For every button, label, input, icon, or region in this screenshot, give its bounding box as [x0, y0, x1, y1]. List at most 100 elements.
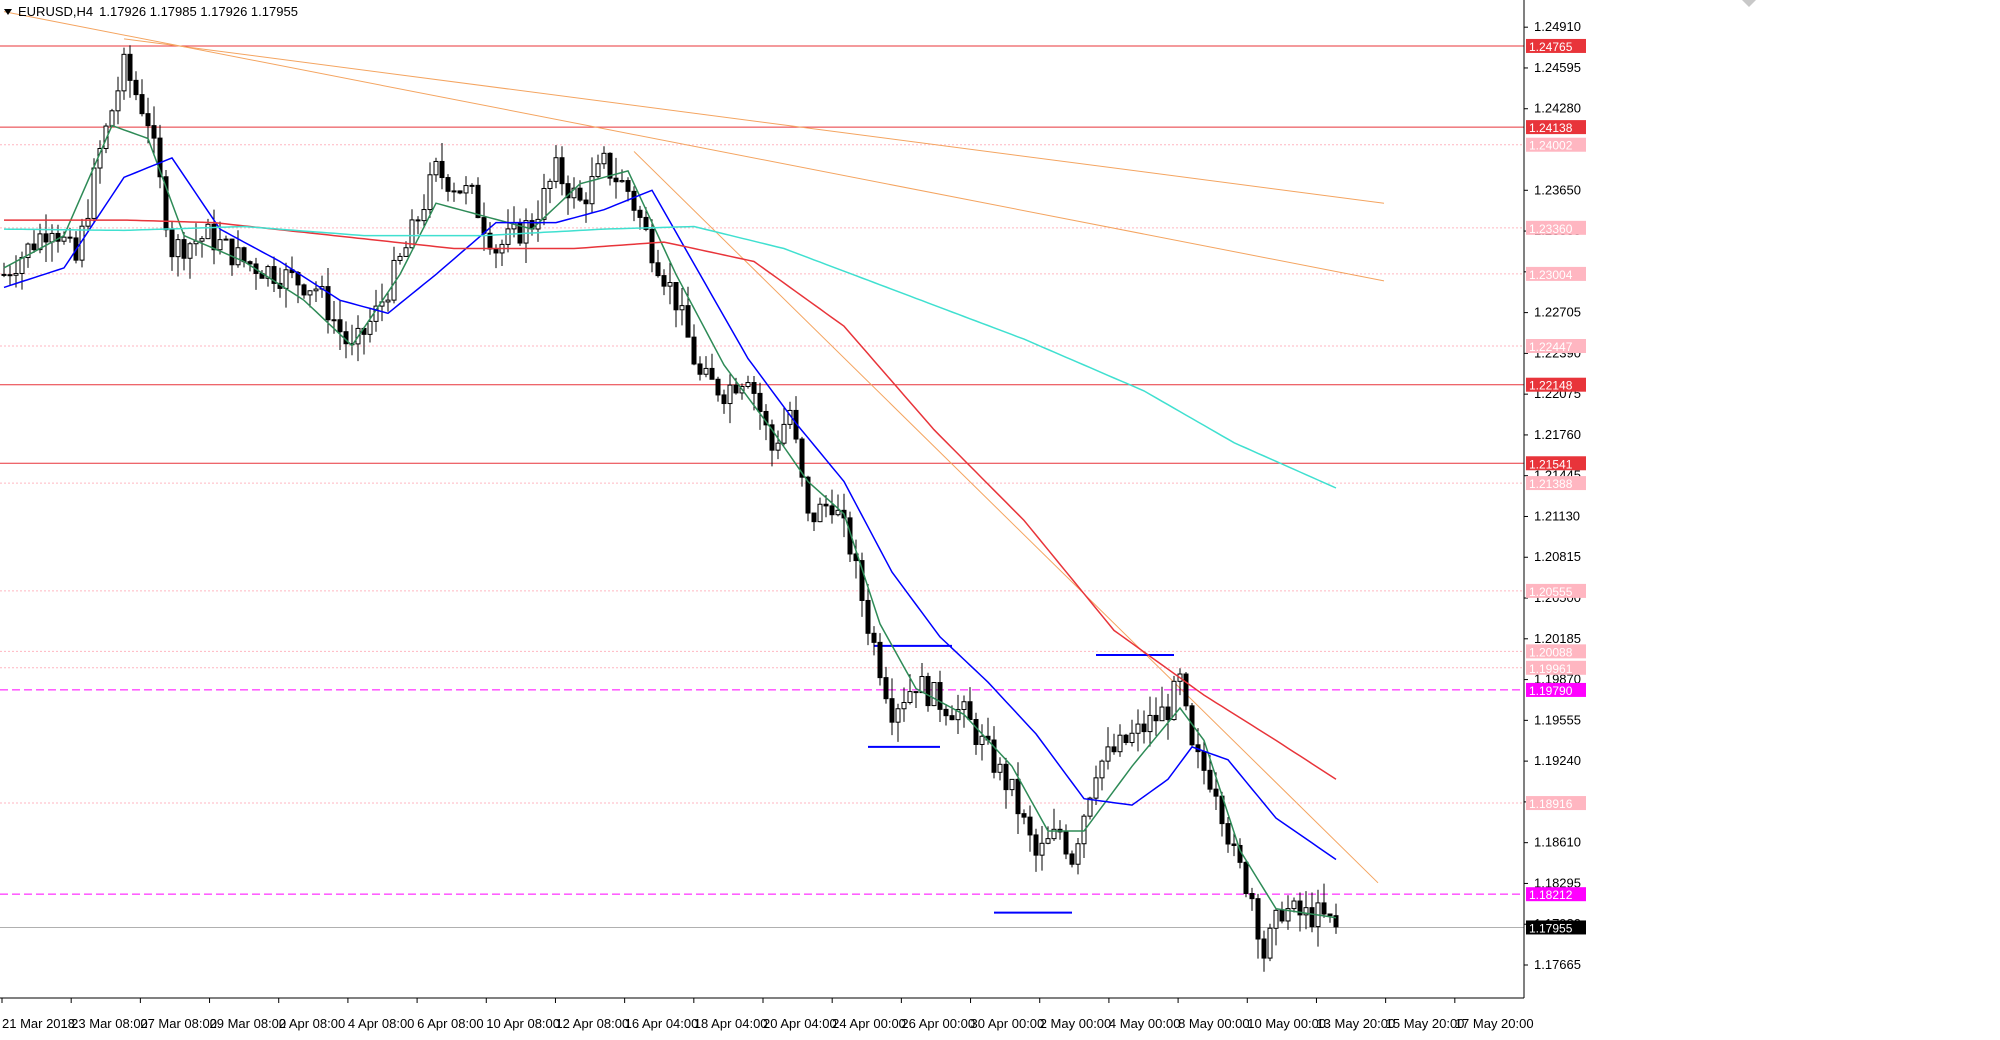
candle-body: [1069, 853, 1075, 865]
time-tick-label: 4 Apr 08:00: [348, 1016, 415, 1031]
trendline: [633, 151, 1379, 884]
candle-body: [211, 223, 217, 251]
candle-body: [367, 320, 373, 335]
time-tick-label: 21 Mar 2018: [2, 1016, 75, 1031]
candle-body: [463, 185, 469, 194]
candle-body: [1207, 769, 1213, 790]
candle-body: [235, 247, 241, 266]
price-tick-label: 1.24595: [1534, 60, 1581, 75]
candle-body: [913, 691, 919, 694]
candle-body: [895, 708, 901, 723]
candle-body: [919, 676, 925, 694]
candle-body: [607, 152, 613, 179]
candle-body: [385, 299, 391, 303]
price-level-label-bg: [1526, 476, 1586, 491]
candle-body: [331, 319, 337, 322]
price-level-label: 1.24138: [1529, 121, 1573, 135]
candle-body: [907, 691, 913, 704]
candle-body: [715, 378, 721, 396]
time-tick-label: 27 Mar 08:00: [140, 1016, 217, 1031]
candle-body: [1213, 788, 1219, 797]
candle-body: [109, 110, 115, 127]
price-level-label: 1.18916: [1529, 797, 1573, 811]
candle-body: [337, 319, 343, 333]
price-level-label-bg: [1526, 338, 1586, 353]
time-tick-label: 30 Apr 00:00: [971, 1016, 1045, 1031]
candle-body: [301, 284, 307, 296]
candle-body: [1183, 673, 1189, 707]
candle-body: [415, 219, 421, 222]
candle-body: [175, 239, 181, 258]
price-level-label: 1.21541: [1529, 457, 1573, 471]
candle-body: [625, 180, 631, 192]
candle-body: [1309, 907, 1315, 928]
candle-body: [829, 505, 835, 516]
candle-body: [205, 223, 211, 240]
candle-body: [871, 632, 877, 643]
candle-body: [691, 336, 697, 365]
time-tick-label: 26 Apr 00:00: [901, 1016, 975, 1031]
candle-body: [559, 157, 565, 185]
price-level-label: 1.20088: [1529, 645, 1573, 659]
candle-body: [19, 257, 25, 274]
candle-body: [1159, 706, 1165, 722]
candle-body: [1231, 843, 1237, 846]
time-tick-label: 13 May 20:00: [1316, 1016, 1395, 1031]
current-price-label-bg: [1526, 920, 1586, 935]
price-tick-label: 1.21760: [1534, 427, 1581, 442]
candle-body: [1261, 938, 1267, 959]
candle-body: [745, 382, 751, 387]
candle-body: [637, 209, 643, 218]
trendline: [3, 11, 1385, 282]
candle-body: [997, 763, 1003, 773]
candle-body: [85, 217, 91, 227]
candle-body: [589, 176, 595, 205]
price-tick-label: 1.24280: [1534, 101, 1581, 116]
candle-body: [811, 512, 817, 523]
candle-body: [475, 184, 481, 219]
price-tick-label: 1.18295: [1534, 875, 1581, 890]
dropdown-arrow-icon[interactable]: [4, 9, 12, 15]
candle-body: [1093, 777, 1099, 799]
candle-body: [703, 367, 709, 375]
candle-body: [199, 238, 205, 242]
candle-body: [1045, 838, 1051, 844]
ohlc-label: 1.17926 1.17985 1.17926 1.17955: [99, 3, 298, 19]
candle-body: [457, 190, 463, 194]
candle-body: [613, 177, 619, 183]
candle-body: [1003, 763, 1009, 791]
candle-body: [805, 476, 811, 514]
candle-body: [397, 255, 403, 261]
candle-body: [583, 199, 589, 205]
candle-body: [865, 599, 871, 634]
time-tick-label: 16 Apr 04:00: [625, 1016, 699, 1031]
current-price-label: 1.17955: [1529, 921, 1573, 935]
candle-body: [733, 384, 739, 394]
candle-body: [169, 229, 175, 258]
candle-body: [955, 708, 961, 721]
candle-body: [265, 266, 271, 279]
moving-average-blue: [3, 156, 1337, 861]
candle-body: [421, 209, 427, 222]
candle-body: [1063, 831, 1069, 855]
candle-body: [1129, 732, 1135, 744]
trendlines: [3, 11, 1385, 884]
candle-body: [223, 238, 229, 241]
candle-body: [61, 236, 67, 242]
time-tick-label: 17 May 20:00: [1455, 1016, 1534, 1031]
candle-body: [979, 735, 985, 745]
price-level-label: 1.20555: [1529, 585, 1573, 599]
price-level-label-bg: [1526, 456, 1586, 471]
candle-body: [667, 282, 673, 287]
candle-body: [751, 382, 757, 394]
candle-body: [547, 180, 553, 189]
price-level-label-bg: [1526, 644, 1586, 659]
candle-body: [1225, 823, 1231, 845]
candle-body: [1267, 927, 1273, 959]
price-level-label: 1.24765: [1529, 40, 1573, 54]
chart-shift-marker-icon[interactable]: [1742, 0, 1756, 7]
candle-body: [325, 286, 331, 321]
candle-body: [877, 641, 883, 679]
